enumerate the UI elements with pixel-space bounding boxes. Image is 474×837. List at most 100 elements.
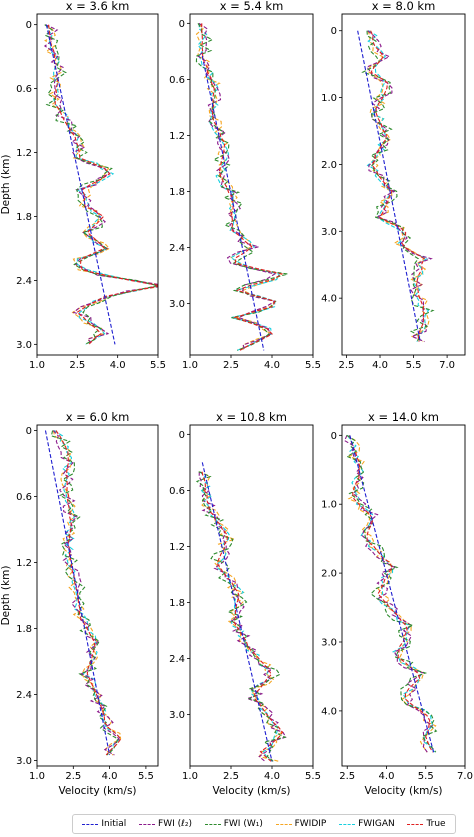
legend-swatch <box>82 823 99 825</box>
legend: Initial FWI (ℓ₂) FWI (W₁) FWIDIP FWIGAN True <box>72 814 456 834</box>
series-fwi-w--line <box>50 430 119 756</box>
legend-label: FWI (ℓ₂) <box>158 819 192 829</box>
legend-label: True <box>426 819 446 829</box>
y-tick-label: 2.0 <box>321 160 337 171</box>
series-fwi--line <box>343 435 434 753</box>
y-tick-label: 1.2 <box>16 148 32 159</box>
panel-title: x = 14.0 km <box>368 410 439 424</box>
x-tick-label: 7.0 <box>439 360 455 371</box>
x-tick-label: 2.5 <box>223 771 239 782</box>
x-tick-label: 1.0 <box>182 360 198 371</box>
y-tick-label: 2.0 <box>321 569 337 580</box>
y-tick-label: 4.0 <box>321 294 337 305</box>
legend-item: FWIDIP <box>275 819 327 829</box>
legend-item: FWIGAN <box>339 819 395 829</box>
y-tick-label: 0.6 <box>16 84 32 95</box>
panel-title: x = 6.0 km <box>66 410 130 424</box>
axes-frame <box>189 13 314 356</box>
series-fwi-w--line <box>361 30 435 342</box>
series-true-line <box>201 471 284 762</box>
plot-area <box>44 430 122 756</box>
y-tick-label: 3.0 <box>169 299 185 310</box>
legend-label: FWIDIP <box>294 819 327 829</box>
y-tick-label: 0 <box>179 430 185 441</box>
series-initial-line <box>45 24 116 345</box>
plot-area <box>195 462 287 762</box>
panel-4: x = 6.0 km 1.0 2.5 4.0 5.5 0 0.6 1.2 1.8 2.4 3.0 Ve… <box>0 410 159 797</box>
y-tick-label: 3.0 <box>321 227 337 238</box>
series-fwi--line <box>196 22 277 351</box>
series-fwi--line <box>52 430 120 756</box>
series-fwi-w--line <box>44 24 158 345</box>
x-tick-label: 5.5 <box>305 360 321 371</box>
x-tick-label: 4.0 <box>264 360 280 371</box>
legend-swatch <box>275 823 292 825</box>
plot-area <box>357 30 435 343</box>
x-tick-label: 4.0 <box>110 360 126 371</box>
legend-swatch <box>204 823 221 825</box>
axes-frame <box>341 13 466 356</box>
y-tick-label: 0.6 <box>169 486 185 497</box>
series-fwi-w--line <box>195 471 287 762</box>
panel-3: x = 8.0 km 2.5 4.0 5.5 7.0 0 1.0 2.0 3.0 4.0 <box>321 0 466 371</box>
series-true-line <box>348 435 434 753</box>
x-axis-label: Velocity (km/s) <box>364 785 442 797</box>
y-axis-label: Depth (km) <box>0 155 12 215</box>
series-fwigan-line <box>45 24 158 345</box>
legend-item: FWI (ℓ₂) <box>139 819 192 829</box>
legend-swatch <box>407 823 424 825</box>
panel-title: x = 10.8 km <box>216 410 287 424</box>
series-initial-line <box>357 30 421 342</box>
x-tick-label: 5.5 <box>305 771 321 782</box>
legend-item: FWI (W₁) <box>204 819 263 829</box>
series-true-line <box>55 430 122 756</box>
y-tick-label: 0 <box>179 19 185 30</box>
legend-item: True <box>407 819 446 829</box>
x-axis-label: Velocity (km/s) <box>58 785 136 797</box>
series-initial-line <box>44 430 111 756</box>
series-initial-line <box>201 462 273 762</box>
y-tick-label: 0.6 <box>169 75 185 86</box>
y-tick-label: 3.0 <box>16 340 32 351</box>
y-tick-label: 1.0 <box>321 500 337 511</box>
y-tick-label: 3.0 <box>321 638 337 649</box>
x-tick-label: 4.0 <box>264 771 280 782</box>
x-tick-label: 5.5 <box>150 360 166 371</box>
x-tick-label: 4.0 <box>379 771 395 782</box>
x-tick-label: 2.5 <box>339 360 355 371</box>
x-tick-label: 7.0 <box>457 771 473 782</box>
series-fwidip-line <box>195 22 283 351</box>
x-tick-label: 4.0 <box>102 771 118 782</box>
panel-5: x = 10.8 km 1.0 2.5 4.0 5.5 0 0.6 1.2 1.8 2.4 3.0 V… <box>169 410 321 797</box>
axes-frame <box>36 424 159 767</box>
series-fwigan-line <box>199 471 280 762</box>
series-true-line <box>201 23 284 351</box>
x-tick-label: 1.0 <box>29 771 45 782</box>
y-tick-label: 3.0 <box>169 710 185 721</box>
x-tick-label: 4.0 <box>372 360 388 371</box>
axes-frame <box>36 13 159 356</box>
series-fwigan-line <box>347 435 435 753</box>
y-axis-label: Depth (km) <box>0 566 12 626</box>
panel-title: x = 8.0 km <box>372 0 436 13</box>
series-fwidip-line <box>44 24 158 345</box>
x-tick-label: 1.0 <box>182 771 198 782</box>
legend-item: Initial <box>82 819 126 829</box>
y-tick-label: 1.8 <box>169 187 185 198</box>
plot-area <box>195 22 288 351</box>
x-tick-label: 2.5 <box>339 771 355 782</box>
legend-swatch <box>339 823 356 825</box>
y-tick-label: 0.6 <box>16 492 32 503</box>
y-tick-label: 1.0 <box>321 93 337 104</box>
y-tick-label: 1.8 <box>169 598 185 609</box>
panel-title: x = 3.6 km <box>66 0 130 13</box>
panel-1: x = 3.6 km 1.0 2.5 4.0 5.5 0 0.6 1.2 1.8 2.4 3.0 De… <box>0 0 166 371</box>
x-tick-label: 1.0 <box>29 360 45 371</box>
y-tick-label: 2.4 <box>169 654 185 665</box>
axes-frame <box>341 424 466 767</box>
y-tick-label: 0 <box>26 20 32 31</box>
y-tick-label: 3.0 <box>16 756 32 767</box>
y-tick-label: 2.4 <box>169 243 185 254</box>
x-tick-label: 5.5 <box>406 360 422 371</box>
